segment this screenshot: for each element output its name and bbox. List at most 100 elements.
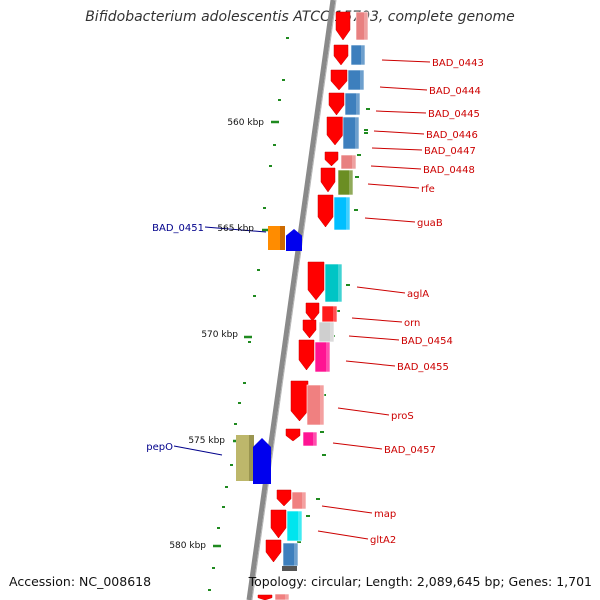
gene-arrow-plus <box>253 438 271 484</box>
feature-box-shade <box>249 435 254 481</box>
accession-label: Accession: NC_008618 <box>9 574 152 589</box>
feature-box-shade <box>352 155 356 169</box>
gene-arrow-minus <box>330 69 348 91</box>
feature-box-shade <box>361 45 365 65</box>
gene-label-right: gltA2 <box>370 535 396 546</box>
leader-line <box>204 226 267 233</box>
feature-box <box>302 431 318 447</box>
leader-line <box>317 530 369 540</box>
feature-box-shade <box>338 264 342 302</box>
leader-line <box>348 335 400 341</box>
gene-arrow-minus <box>302 319 317 339</box>
gene-arrow-minus <box>326 116 344 146</box>
gene-arrow-minus <box>335 11 351 41</box>
feature-box-shade <box>326 342 330 372</box>
feature-box <box>342 116 360 150</box>
gene-label-right: map <box>374 509 396 520</box>
genome-title: Bifidobacterium adolescentis ATCC 15703,… <box>85 9 515 25</box>
gene-arrow-minus <box>290 380 309 422</box>
feature-box-shade <box>364 12 368 40</box>
feature-box <box>344 92 361 116</box>
gene-arrow-minus <box>257 594 273 600</box>
gene-label-right: BAD_0446 <box>426 130 478 141</box>
feature-box <box>286 510 303 542</box>
gene-label-right: orn <box>404 318 420 329</box>
topology-label: Topology: circular; Length: 2,089,645 bp… <box>248 574 592 589</box>
gene-label-right: BAD_0447 <box>424 146 476 157</box>
gene-label-right: BAD_0455 <box>397 362 449 373</box>
gene-label-right: aglA <box>407 289 429 300</box>
scale-label: 565 kbp <box>217 224 254 234</box>
feature-box-shade <box>333 306 337 322</box>
gene-arrow-minus <box>285 428 301 442</box>
gene-label-right: BAD_0457 <box>384 445 436 456</box>
feature-box <box>306 384 325 426</box>
gene-label-right: guaB <box>417 218 443 229</box>
leader-line <box>373 130 425 135</box>
genome-backbone <box>246 0 336 600</box>
gene-label-right: BAD_0448 <box>423 165 475 176</box>
leader-line <box>173 445 223 456</box>
leader-line <box>371 147 423 151</box>
scale-label: 570 kbp <box>201 330 238 340</box>
feature-box-shade <box>280 226 285 250</box>
leader-line <box>332 442 383 450</box>
gene-label-right: rfe <box>421 184 435 195</box>
feature-box <box>347 69 365 91</box>
gene-arrow-minus <box>307 261 325 301</box>
feature-box-shade <box>313 432 317 446</box>
gene-arrow-plus <box>286 229 302 251</box>
leader-line <box>370 165 422 170</box>
leader-line <box>356 286 406 294</box>
gene-arrow-minus <box>317 194 334 228</box>
gene-arrow-minus <box>333 44 349 66</box>
feature-box-shade <box>320 385 324 425</box>
gene-arrow-minus <box>320 167 336 193</box>
gene-label-right: BAD_0444 <box>429 86 481 97</box>
gene-arrow-minus <box>328 92 345 116</box>
gene-arrow-minus <box>324 151 339 167</box>
feature-box <box>274 593 290 600</box>
feature-box-shade <box>302 492 306 509</box>
scale-label: 575 kbp <box>188 436 225 446</box>
gene-arrow-minus <box>305 302 320 322</box>
feature-box-shade <box>346 197 350 230</box>
feature-box <box>350 44 366 66</box>
leader-line <box>364 217 416 223</box>
leader-line <box>321 505 373 514</box>
feature-box <box>282 566 297 571</box>
feature-box-shade <box>356 93 360 115</box>
leader-line <box>367 183 420 189</box>
feature-box <box>333 196 351 231</box>
feature-box <box>355 11 369 41</box>
feature-box-shade <box>298 511 302 541</box>
leader-line <box>379 86 428 91</box>
gene-arrow-minus <box>265 539 282 563</box>
feature-box-shade <box>360 70 364 90</box>
gene-label-left: BAD_0451 <box>152 223 204 234</box>
leader-line <box>375 110 427 114</box>
leader-line <box>337 407 390 416</box>
feature-box-shade <box>285 594 289 600</box>
gene-arrow-minus <box>276 489 292 507</box>
feature-box-shade <box>355 117 359 149</box>
feature-box-shade <box>294 543 298 566</box>
gene-arrow-minus <box>270 509 287 539</box>
gene-label-right: BAD_0443 <box>432 58 484 69</box>
feature-box-shade <box>330 322 334 342</box>
gene-label-right: proS <box>391 411 414 422</box>
gene-label-right: BAD_0454 <box>401 336 453 347</box>
scale-label: 560 kbp <box>227 118 264 128</box>
feature-box <box>291 491 307 510</box>
gene-label-right: BAD_0445 <box>428 109 480 120</box>
gene-arrow-minus <box>298 339 315 371</box>
feature-box <box>337 169 354 196</box>
feature-box <box>324 263 343 303</box>
feature-box <box>314 341 331 373</box>
gene-label-left: pepO <box>146 442 173 453</box>
feature-box-shade <box>349 170 353 195</box>
feature-box <box>340 154 357 170</box>
leader-line <box>351 317 403 323</box>
genome-backbone-shadow <box>251 0 337 600</box>
